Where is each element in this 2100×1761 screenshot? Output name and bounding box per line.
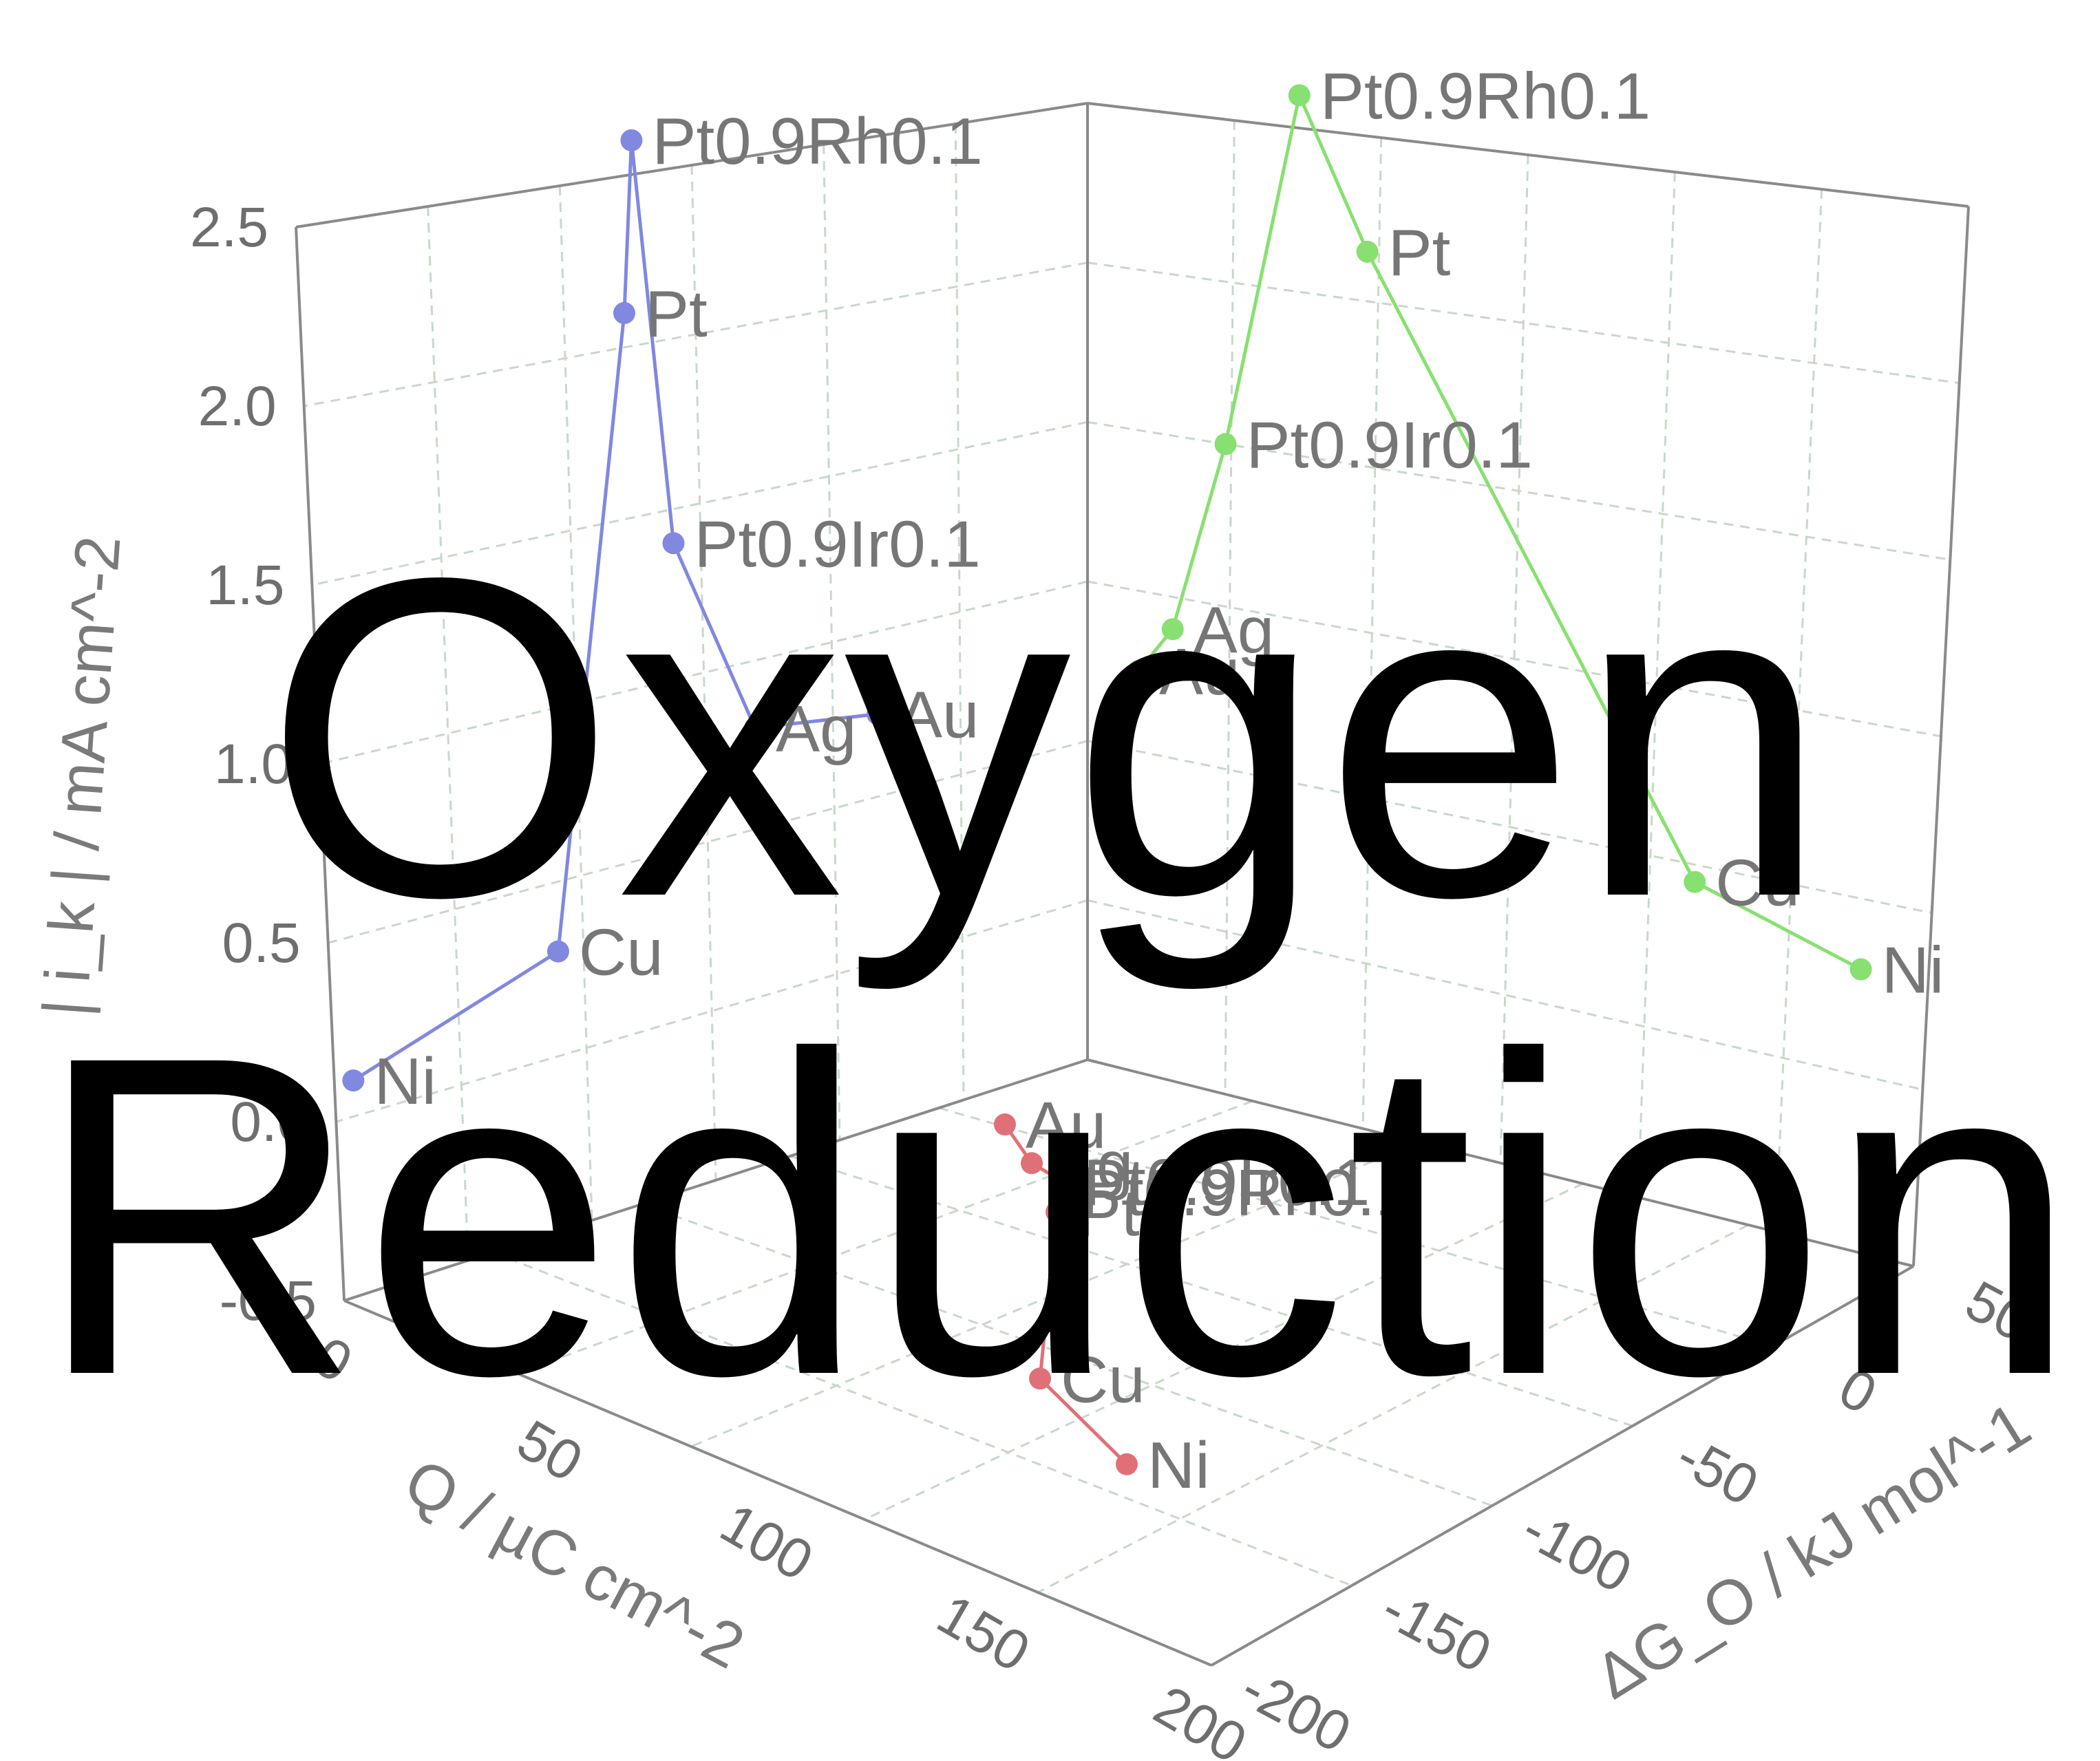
point-label: Pt0.9Ir0.1 [1247, 408, 1533, 482]
overlay-line-1: Oxygen [264, 484, 1829, 994]
data-point [994, 1113, 1016, 1135]
grid-line [1037, 1224, 1749, 1594]
data-point [1288, 84, 1311, 107]
data-point [342, 1069, 365, 1092]
point-label: Cu [1715, 846, 1800, 920]
x-tick-label: 200 [1144, 1674, 1257, 1761]
grid-line [938, 1107, 1774, 1347]
y-tick-label: -150 [1372, 1577, 1501, 1685]
point-label: Pt0.9Ir0.1 [694, 507, 980, 581]
grid-line [1637, 171, 1676, 1198]
data-point [1684, 871, 1706, 893]
data-point [1029, 1367, 1051, 1390]
data-point [620, 129, 643, 151]
data-point [613, 301, 636, 324]
series-0: Ni Cu Pt Pt0.9Rh0.1 Pt0.9Ir0.1 Ag Au [342, 105, 983, 1118]
z-axis-label: | i_k | / mA cm^-2 [30, 533, 134, 1018]
grid-line [1499, 154, 1529, 1164]
frame-edge [1087, 1058, 1914, 1268]
frame-edge [343, 1299, 1212, 1667]
z-tick-label: 0.5 [222, 912, 301, 974]
point-label: Pt0.9Ir0.1 [1083, 1146, 1370, 1219]
data-point [1849, 958, 1872, 981]
point-label: Ag [1194, 593, 1274, 667]
point-label: Pt0.9Rh0.1 [1081, 1156, 1412, 1230]
point-label: Pt [1077, 1176, 1140, 1250]
grid-line [558, 185, 593, 1221]
grid-line [427, 206, 469, 1261]
point-label: Ni [1147, 1429, 1210, 1502]
frame-edge [343, 1058, 1088, 1302]
grid-line [1361, 137, 1383, 1129]
grid-line [954, 123, 965, 1100]
overlay-line-2: Reduction [34, 962, 2079, 1469]
x-axis-label: Q / µC cm^-2 [394, 1446, 755, 1683]
z-tick-label: 1.5 [206, 554, 284, 617]
grid-line [641, 1203, 1493, 1507]
frame-edge [1087, 102, 1969, 208]
grid-line [492, 1251, 1353, 1587]
point-label: Ag [776, 692, 856, 766]
data-point [662, 532, 685, 555]
grid-lines [295, 102, 1969, 1594]
z-tick-label: -0.5 [220, 1270, 317, 1332]
data-point [744, 716, 767, 739]
data-point [1116, 1453, 1138, 1475]
x-tick-label: 100 [710, 1492, 823, 1593]
axes-frame [295, 102, 1970, 1667]
point-label: Au [1159, 635, 1240, 709]
data-point [1046, 1201, 1068, 1224]
z-tick-label: 1.0 [214, 733, 293, 796]
point-label: Au [898, 679, 979, 752]
z-tick-label: 2.0 [198, 375, 277, 438]
point-label: Pt [1388, 216, 1451, 290]
point-label: Cu [579, 916, 664, 990]
frame-edge [1211, 1265, 1914, 1667]
frame-edge [1912, 206, 1970, 1267]
y-tick-label: -100 [1512, 1497, 1642, 1605]
frame-edge [295, 226, 346, 1301]
point-label: Pt [645, 277, 708, 351]
data-point [1127, 660, 1149, 683]
point-label: Au [1026, 1089, 1106, 1162]
data-point [866, 703, 889, 725]
grid-line [517, 1100, 1253, 1375]
grid-line [690, 164, 717, 1181]
z-tick-label: 0.0 [230, 1091, 308, 1153]
data-point [1021, 1152, 1043, 1175]
data-point [547, 940, 569, 963]
grid-line [864, 1182, 1584, 1521]
point-label: Pt0.9Rh0.1 [652, 105, 982, 178]
grid-line [1224, 120, 1235, 1095]
point-label: Cu [1061, 1343, 1145, 1416]
grid-line [1087, 899, 1923, 1091]
point-label: Ni [374, 1045, 436, 1118]
y-tick-label: -200 [1231, 1656, 1361, 1761]
data-point [1214, 433, 1237, 456]
data-point [1050, 1180, 1072, 1203]
z-tick-label: 2.5 [190, 196, 268, 259]
point-label: Pt0.9Rh0.1 [1320, 59, 1651, 133]
grid-line [1774, 189, 1823, 1232]
x-tick-label: 150 [927, 1583, 1040, 1684]
data-point [1161, 618, 1184, 641]
frame-edge [295, 102, 1088, 228]
grid-line [823, 144, 841, 1140]
point-label: Ni [1882, 934, 1944, 1007]
data-point [1356, 240, 1379, 263]
